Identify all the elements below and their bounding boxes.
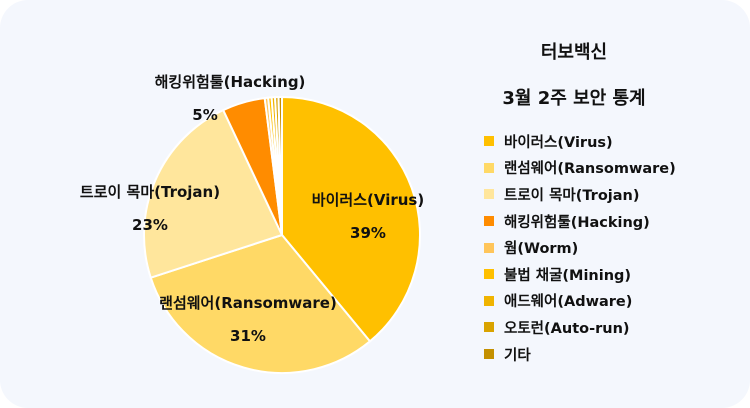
pie-slice [149, 233, 372, 374]
legend-item: 불법 채굴(Mining) [484, 261, 676, 288]
pie-slice [143, 108, 284, 279]
legend-item: 해킹위험툴(Hacking) [484, 208, 676, 235]
legend-swatch [484, 189, 494, 200]
pie-slice [281, 95, 421, 343]
legend-label: 불법 채굴(Mining) [504, 267, 632, 284]
slice-name-label: 해킹위험툴(Hacking) [155, 73, 306, 91]
legend-swatch [484, 242, 494, 253]
legend-swatch [484, 349, 494, 360]
legend-swatch [484, 295, 494, 306]
slice-name-label: 랜섬웨어(Ransomware) [159, 294, 337, 312]
legend: 바이러스(Virus) 랜섬웨어(Ransomware) 트로이 목마(Trojan… [484, 128, 676, 367]
legend-item: 랜섬웨어(Ransomware) [484, 155, 676, 182]
legend-label: 해킹위험툴(Hacking) [504, 214, 650, 231]
legend-item: 웜(Worm) [484, 234, 676, 261]
legend-label: 애드웨어(Adware) [504, 294, 633, 311]
chart-subtitle: 3월 2주 보안 통계 [502, 88, 646, 109]
legend-label: 오토런(Auto-run) [504, 320, 630, 337]
legend-label: 랜섬웨어(Ransomware) [504, 161, 676, 178]
legend-swatch [484, 136, 494, 147]
legend-label: 웜(Worm) [504, 241, 579, 258]
chart-title: 터보백신 [540, 42, 608, 63]
slice-value-label: 23% [132, 216, 168, 234]
legend-swatch [484, 216, 494, 227]
slice-name-label: 트로이 목마(Trojan) [80, 183, 220, 201]
slice-value-label: 5% [192, 106, 217, 124]
pie-slice [277, 95, 283, 236]
legend-swatch [484, 269, 494, 280]
legend-label: 기타 [504, 347, 531, 364]
legend-item: 바이러스(Virus) [484, 128, 676, 155]
slice-name-label: 바이러스(Virus) [312, 191, 424, 209]
legend-swatch [484, 322, 494, 333]
slice-value-label: 39% [350, 224, 386, 242]
slice-value-label: 31% [230, 327, 266, 345]
legend-label: 트로이 목마(Trojan) [504, 187, 640, 204]
legend-item: 애드웨어(Adware) [484, 288, 676, 315]
legend-item: 오토런(Auto-run) [484, 314, 676, 341]
legend-label: 바이러스(Virus) [504, 134, 613, 151]
legend-item: 트로이 목마(Trojan) [484, 181, 676, 208]
legend-swatch [484, 162, 494, 173]
legend-item: 기타 [484, 341, 676, 368]
